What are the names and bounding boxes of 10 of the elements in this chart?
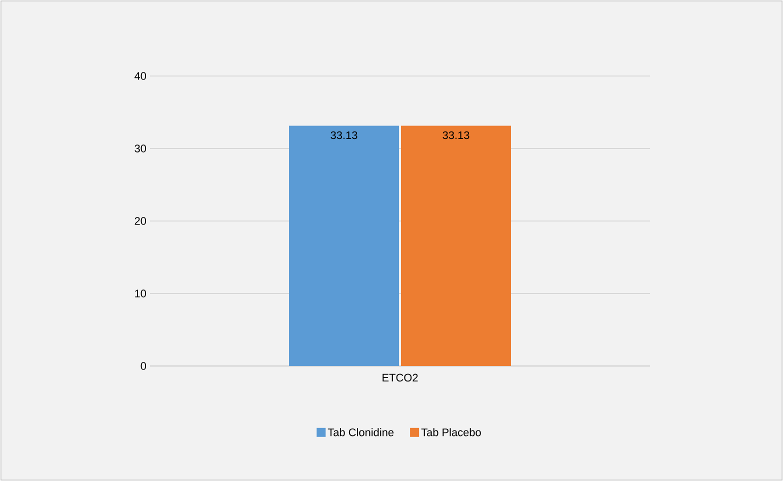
y-tick-label: 40 (134, 72, 146, 80)
legend-label: Tab Placebo (421, 428, 481, 436)
y-tick-label: 30 (134, 144, 146, 152)
legend-label: Tab Clonidine (328, 428, 394, 436)
y-tick-label: 0 (140, 362, 146, 370)
y-tick-label: 10 (135, 290, 146, 298)
y-tick-label: 20 (134, 217, 146, 225)
data-label: 33.13 (330, 131, 358, 140)
data-label: 33.13 (442, 131, 470, 140)
x-tick-label: ETCO2 (382, 374, 418, 382)
